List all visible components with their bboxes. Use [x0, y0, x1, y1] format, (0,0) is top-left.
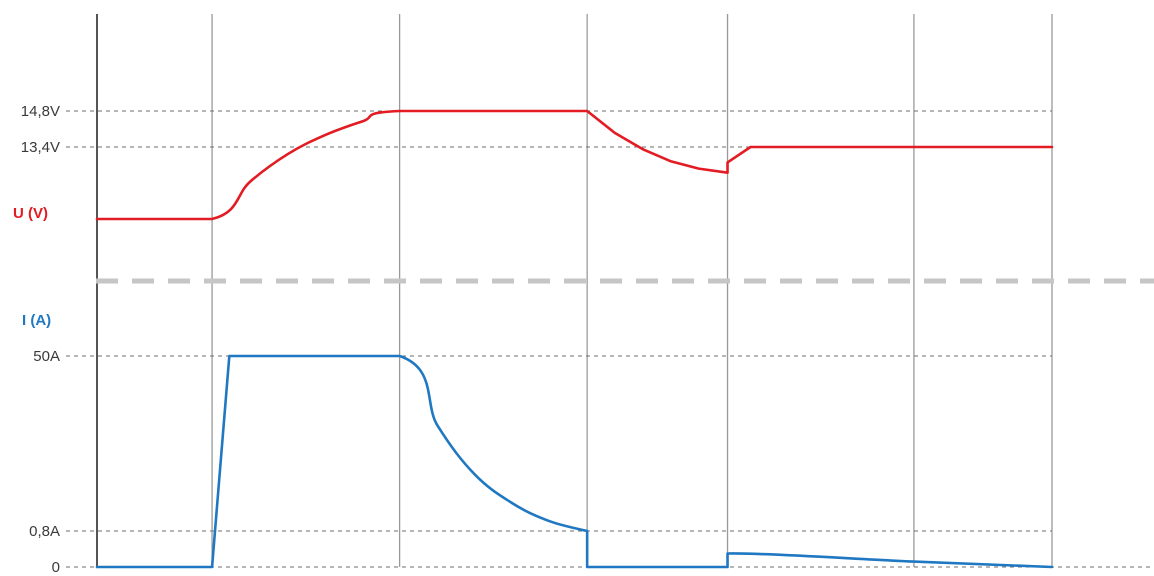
voltage-axis-title: U (V): [13, 205, 48, 222]
current-series-line: [95, 354, 1054, 569]
voltage-reference-label: 14,8V: [21, 103, 60, 120]
series-layer: [95, 109, 1054, 569]
stage-boundary-lines: [96, 14, 1053, 567]
voltage-reference-label: 13,4V: [21, 139, 60, 156]
voltage-series-line: [95, 109, 1054, 221]
label-layer: U (V) I (A) 14,8V 13,4V 50A 0,8A 0: [13, 103, 60, 576]
current-reference-label: 0,8A: [29, 523, 60, 540]
current-axis-title: I (A): [22, 312, 51, 329]
current-zero-reference-label: 0: [52, 559, 60, 576]
current-reference-label: 50A: [33, 348, 60, 365]
reference-lines: [66, 110, 1154, 568]
